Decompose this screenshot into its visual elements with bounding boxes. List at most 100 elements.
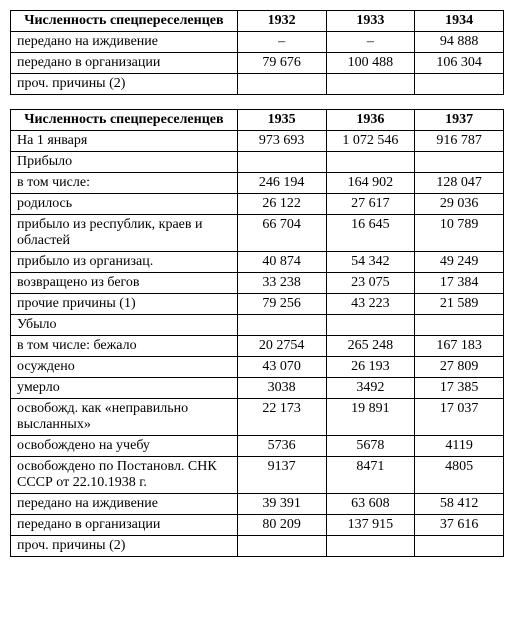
cell-value [237,74,326,95]
table-row: освобожд. как «неправильно высланных»22 … [11,399,504,436]
cell-value [326,536,415,557]
cell-value: 5736 [237,436,326,457]
cell-value: 128 047 [415,173,504,194]
cell-value: 973 693 [237,131,326,152]
cell-value: 21 589 [415,294,504,315]
cell-value [415,74,504,95]
row-label: проч. причины (2) [11,74,238,95]
cell-value: 17 384 [415,273,504,294]
cell-value: 3492 [326,378,415,399]
cell-value: 43 223 [326,294,415,315]
cell-value: 8471 [326,457,415,494]
cell-value: 43 070 [237,357,326,378]
table-row: возвращено из бегов33 23823 07517 384 [11,273,504,294]
row-label: прибыло из республик, краев и областей [11,215,238,252]
cell-value [237,315,326,336]
row-label: На 1 января [11,131,238,152]
year-1936: 1936 [326,110,415,131]
cell-value: 20 2754 [237,336,326,357]
table-row: освобождено на учебу573656784119 [11,436,504,457]
row-label: прочие причины (1) [11,294,238,315]
row-label: передано в организации [11,53,238,74]
cell-value: 19 891 [326,399,415,436]
table-row: передано в организации79 676100 488106 3… [11,53,504,74]
cell-value: 1 072 546 [326,131,415,152]
row-label: передано на иждивение [11,32,238,53]
cell-value [326,74,415,95]
row-label: Прибыло [11,152,238,173]
cell-value [415,152,504,173]
table-header-row: Численность спецпереселенцев 1932 1933 1… [11,11,504,32]
cell-value: 167 183 [415,336,504,357]
year-1935: 1935 [237,110,326,131]
cell-value: 4805 [415,457,504,494]
cell-value: 63 608 [326,494,415,515]
cell-value: 16 645 [326,215,415,252]
cell-value: 106 304 [415,53,504,74]
table-row: освобождено по Постановл. СНК СССР от 22… [11,457,504,494]
cell-value [326,315,415,336]
header-label: Численность спецпереселенцев [11,11,238,32]
cell-value: 246 194 [237,173,326,194]
cell-value: 17 385 [415,378,504,399]
table-row: умерло3038349217 385 [11,378,504,399]
cell-value: 3038 [237,378,326,399]
cell-value: 916 787 [415,131,504,152]
table-row: в том числе: бежало20 2754265 248167 183 [11,336,504,357]
table-header-row: Численность спецпереселенцев 1935 1936 1… [11,110,504,131]
cell-value: 22 173 [237,399,326,436]
cell-value: 66 704 [237,215,326,252]
cell-value: 37 616 [415,515,504,536]
cell-value: 23 075 [326,273,415,294]
table-row: передано в организации80 209137 91537 61… [11,515,504,536]
row-label: передано на иждивение [11,494,238,515]
cell-value: 80 209 [237,515,326,536]
cell-value: 26 122 [237,194,326,215]
year-1932: 1932 [237,11,326,32]
cell-value: 49 249 [415,252,504,273]
bottom-table: Численность спецпереселенцев 1935 1936 1… [10,109,504,557]
cell-value: 10 789 [415,215,504,252]
row-label: умерло [11,378,238,399]
cell-value: 4119 [415,436,504,457]
cell-value: 265 248 [326,336,415,357]
row-label: проч. причины (2) [11,536,238,557]
year-1937: 1937 [415,110,504,131]
cell-value: 26 193 [326,357,415,378]
row-label: возвращено из бегов [11,273,238,294]
cell-value: 9137 [237,457,326,494]
cell-value: 58 412 [415,494,504,515]
table-row: в том числе:246 194164 902128 047 [11,173,504,194]
cell-value: 100 488 [326,53,415,74]
row-label: передано в организации [11,515,238,536]
cell-value [415,315,504,336]
table-row: прибыло из республик, краев и областей66… [11,215,504,252]
row-label: в том числе: [11,173,238,194]
table-row: прибыло из организац.40 87454 34249 249 [11,252,504,273]
table-row: проч. причины (2) [11,74,504,95]
cell-value: 17 037 [415,399,504,436]
cell-value: 79 676 [237,53,326,74]
cell-value: 79 256 [237,294,326,315]
table-row: прочие причины (1)79 25643 22321 589 [11,294,504,315]
year-1934: 1934 [415,11,504,32]
cell-value: 137 915 [326,515,415,536]
cell-value: 29 036 [415,194,504,215]
cell-value: 27 809 [415,357,504,378]
cell-value: 164 902 [326,173,415,194]
header-label: Численность спецпереселенцев [11,110,238,131]
row-label: Убыло [11,315,238,336]
cell-value [415,536,504,557]
cell-value [237,152,326,173]
row-label: осуждено [11,357,238,378]
row-label: прибыло из организац. [11,252,238,273]
table-row: передано на иждивение––94 888 [11,32,504,53]
table-row: Убыло [11,315,504,336]
table-row: Прибыло [11,152,504,173]
cell-value: 27 617 [326,194,415,215]
table-row: проч. причины (2) [11,536,504,557]
cell-value: – [237,32,326,53]
cell-value [237,536,326,557]
cell-value: 94 888 [415,32,504,53]
row-label: освобождено на учебу [11,436,238,457]
